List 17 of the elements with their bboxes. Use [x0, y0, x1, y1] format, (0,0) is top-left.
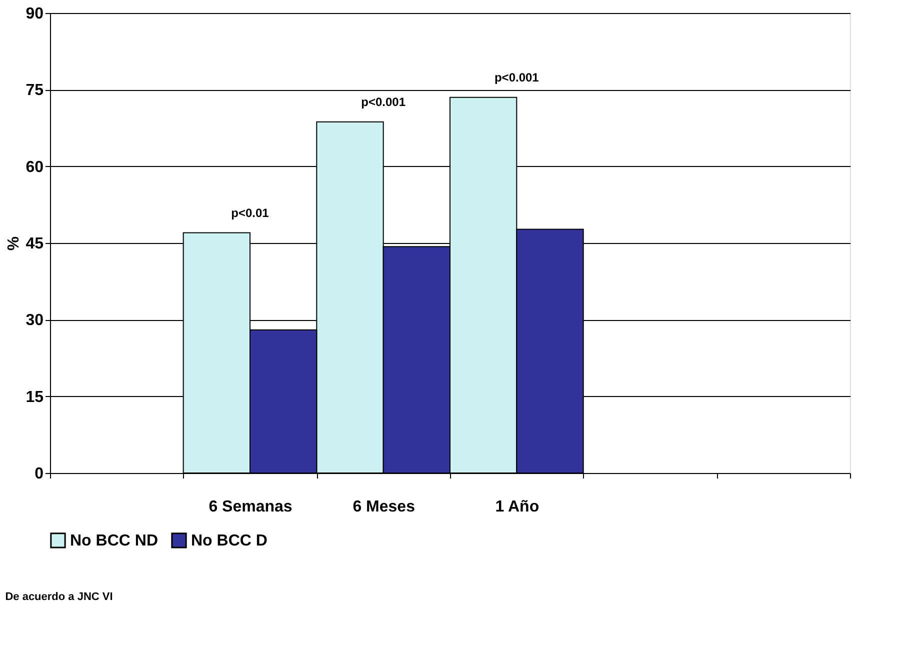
- legend-label: No BCC D: [191, 532, 268, 550]
- x-tick-label: 1 Año: [495, 498, 540, 516]
- annotation: p<0.01: [231, 206, 270, 220]
- y-tick-label: 45: [26, 236, 44, 252]
- y-tick-label: 15: [26, 388, 44, 406]
- legend-label: No BCC ND: [70, 532, 158, 550]
- annotation: p<0.001: [361, 94, 406, 109]
- annotation: p<0.001: [494, 70, 540, 84]
- x-tick-label: 6 Semanas: [208, 498, 292, 516]
- text: De acuerdo a JNC VI: [5, 591, 113, 603]
- y-tick-label: 60: [26, 158, 44, 176]
- y-tick-label: 75: [26, 82, 44, 100]
- y-axis-title: %: [6, 236, 23, 251]
- y-tick-label: 90: [26, 6, 44, 22]
- y-tick-label: 30: [26, 312, 44, 330]
- x-tick-label: 6 Meses: [352, 498, 416, 516]
- y-tick-label: 0: [34, 466, 44, 482]
